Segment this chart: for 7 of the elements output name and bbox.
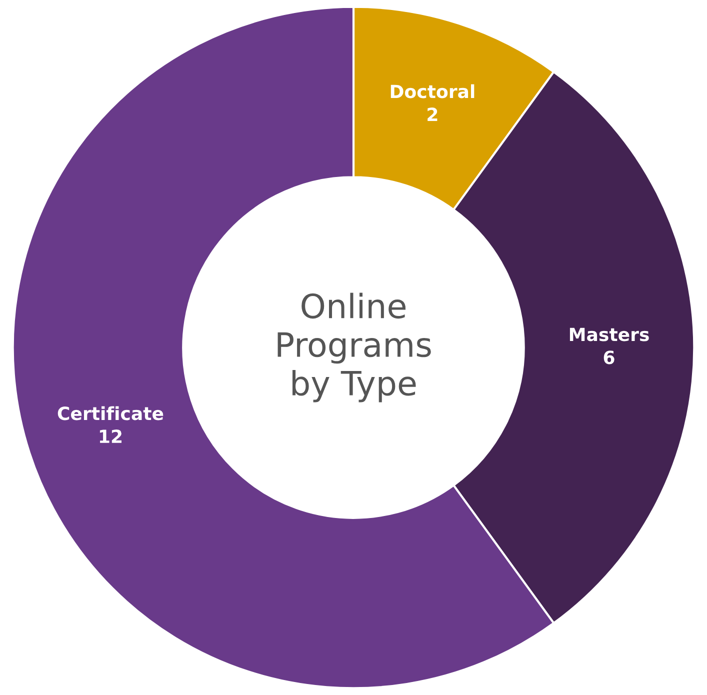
- slice-label: Certificate: [58, 406, 164, 420]
- slice-label: Masters: [570, 328, 649, 342]
- data-label: 6: [604, 350, 614, 364]
- text: Online Programs by Type: [278, 292, 431, 402]
- data-label: 12: [100, 430, 122, 443]
- slice-label: Doctoral: [390, 84, 474, 98]
- data-label: 2: [428, 108, 438, 121]
